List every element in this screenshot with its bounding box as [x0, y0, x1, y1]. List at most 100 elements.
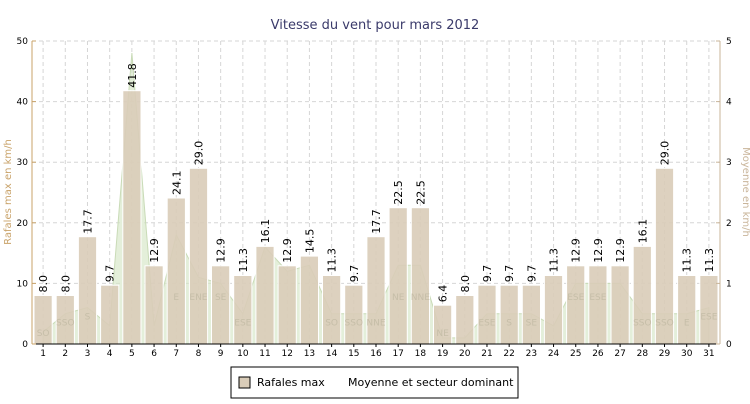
bar — [144, 265, 164, 345]
sector-label: SSO — [56, 319, 75, 329]
bar-value-label: 16.1 — [259, 219, 272, 244]
bar-value-label: 12.9 — [148, 238, 161, 263]
legend-label-moyenne: Moyenne et secteur dominant — [348, 376, 514, 389]
bar-value-label: 29.0 — [193, 141, 206, 166]
sector-label: SSO — [345, 319, 364, 329]
sector-label: ESE — [700, 313, 717, 323]
y-tick-label-right: 0 — [726, 340, 732, 350]
bar-value-label: 9.7 — [525, 265, 538, 283]
legend-label-rafales: Rafales max — [257, 376, 325, 389]
y-tick-label-right: 2 — [726, 219, 732, 229]
x-tick-label: 14 — [326, 349, 338, 359]
bar-value-label: 12.9 — [614, 238, 627, 263]
sector-label: SO — [37, 329, 50, 339]
bar — [521, 284, 541, 345]
y-tick-label-left: 20 — [17, 219, 29, 229]
bar-value-label: 16.1 — [636, 219, 649, 244]
bar-value-label: 24.1 — [170, 171, 183, 196]
x-tick-label: 1 — [40, 349, 46, 359]
sector-label: SO — [325, 319, 338, 329]
bar — [299, 255, 319, 345]
sector-label: S — [85, 313, 91, 323]
y-tick-label-left: 30 — [17, 158, 29, 168]
bar-value-label: 11.3 — [326, 248, 339, 273]
bar — [322, 275, 342, 345]
x-tick-label: 9 — [218, 349, 224, 359]
sector-label: NE — [392, 293, 405, 303]
bar — [654, 167, 675, 345]
bar-value-label: 41.8 — [126, 63, 139, 88]
bar-value-label: 8.0 — [59, 275, 72, 293]
x-tick-label: 25 — [570, 349, 581, 359]
bar-value-label: 8.0 — [459, 275, 472, 293]
x-tick-label: 22 — [503, 349, 514, 359]
y-axis-label-left: Rafales max en km/h — [3, 139, 14, 245]
bar-value-label: 9.7 — [481, 265, 494, 283]
y-tick-label-right: 3 — [726, 158, 732, 168]
y-tick-label-right: 4 — [726, 98, 732, 108]
sector-label: ENE — [189, 293, 207, 303]
y-tick-label-left: 10 — [17, 279, 29, 289]
bar — [588, 265, 608, 345]
bar-value-label: 22.5 — [392, 180, 405, 205]
bar — [543, 275, 564, 345]
bar — [610, 265, 630, 345]
sector-label: NNE — [366, 319, 385, 329]
y-tick-label-right: 5 — [726, 37, 732, 47]
bar-value-label: 12.9 — [215, 238, 228, 263]
bar-value-label: 17.7 — [82, 209, 95, 234]
legend: Rafales max Moyenne et secteur dominant — [230, 366, 519, 399]
bar — [188, 167, 209, 345]
x-tick-label: 16 — [370, 349, 382, 359]
y-tick-label-left: 0 — [22, 340, 28, 350]
x-tick-label: 24 — [548, 349, 560, 359]
bar — [566, 265, 586, 345]
x-tick-label: 21 — [481, 349, 492, 359]
bar-value-label: 8.0 — [37, 275, 50, 293]
x-tick-label: 6 — [151, 349, 157, 359]
bar-value-label: 11.3 — [703, 248, 716, 273]
bar — [166, 197, 186, 345]
bar — [677, 275, 697, 345]
bar-value-label: 11.3 — [237, 248, 250, 273]
x-tick-label: 31 — [703, 349, 714, 359]
x-tick-label: 3 — [85, 349, 91, 359]
bar-value-label: 22.5 — [414, 180, 427, 205]
bar — [255, 245, 275, 345]
bar-value-label: 29.0 — [659, 141, 672, 166]
legend-swatch-rafales — [238, 376, 251, 389]
bar-value-label: 11.3 — [681, 248, 694, 273]
sector-label: NE — [436, 329, 449, 339]
y-axis-label-right: Moyenne en km/h — [740, 147, 750, 237]
sector-label: SSO — [633, 319, 652, 329]
bar-value-label: 12.9 — [281, 238, 294, 263]
bar-value-label: 6.4 — [437, 285, 450, 303]
bar — [632, 245, 652, 345]
x-tick-label: 27 — [614, 349, 625, 359]
bar — [233, 275, 253, 345]
x-tick-label: 2 — [62, 349, 68, 359]
bar — [211, 265, 231, 345]
bar — [455, 295, 475, 345]
x-tick-label: 20 — [459, 349, 471, 359]
sector-label: NNE — [411, 293, 430, 303]
y-tick-label-left: 40 — [17, 98, 29, 108]
bar-value-label: 12.9 — [570, 238, 583, 263]
bar — [277, 265, 297, 345]
bar-value-label: 9.7 — [348, 265, 361, 283]
bar — [477, 284, 497, 345]
bar — [499, 284, 519, 345]
bar-value-label: 9.7 — [104, 265, 117, 283]
sector-label: E — [173, 293, 179, 303]
bar — [410, 207, 430, 345]
x-tick-label: 26 — [592, 349, 604, 359]
chart-title: Vitesse du vent pour mars 2012 — [271, 18, 480, 33]
x-tick-label: 11 — [259, 349, 270, 359]
x-tick-label: 23 — [526, 349, 537, 359]
bar-value-label: 12.9 — [592, 238, 605, 263]
sector-label: ESE — [567, 293, 584, 303]
